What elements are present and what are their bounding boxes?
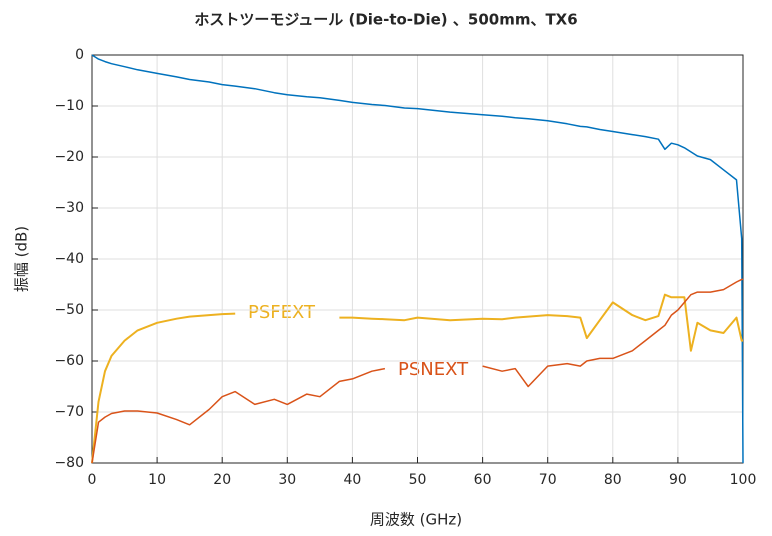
y-axis-label: 振幅 (dB)	[13, 226, 31, 292]
x-tick-label: 60	[474, 472, 492, 488]
x-tick-label: 10	[148, 472, 166, 488]
y-tick-label: −70	[54, 404, 84, 420]
y-tick-label: 0	[75, 47, 84, 63]
x-axis-label: 周波数 (GHz)	[370, 511, 462, 529]
x-tick-label: 30	[278, 472, 296, 488]
x-tick-label: 50	[409, 472, 427, 488]
x-tick-label: 80	[604, 472, 622, 488]
series-line	[91, 293, 743, 464]
series-label: PSNEXT	[398, 359, 469, 380]
x-tick-label: 20	[213, 472, 231, 488]
series-line	[91, 54, 744, 464]
x-tick-label: 0	[88, 472, 97, 488]
y-tick-label: −60	[54, 353, 84, 369]
y-tick-label: −40	[54, 251, 84, 267]
x-tick-label: 100	[730, 472, 757, 488]
y-tick-label: −80	[54, 455, 84, 471]
y-tick-label: −20	[54, 149, 84, 165]
y-tick-label: −10	[54, 98, 84, 114]
plot-frame	[91, 54, 744, 464]
x-tick-label: 40	[343, 472, 361, 488]
x-tick-label: 90	[669, 472, 687, 488]
y-tick-label: −50	[54, 302, 84, 318]
x-tick-label: 70	[539, 472, 557, 488]
chart-title: ホストツーモジュール (Die-to-Die) 、500mm、TX6	[194, 11, 577, 29]
series-line	[91, 278, 743, 464]
series-label: PSFEXT	[248, 302, 316, 323]
y-tick-label: −30	[54, 200, 84, 216]
